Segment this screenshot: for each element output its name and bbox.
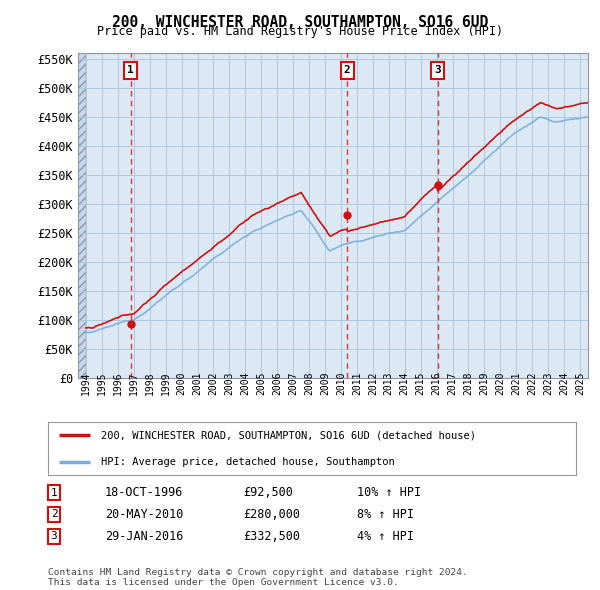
- Text: HPI: Average price, detached house, Southampton: HPI: Average price, detached house, Sout…: [101, 457, 395, 467]
- Text: 2012: 2012: [368, 372, 378, 395]
- Text: 200, WINCHESTER ROAD, SOUTHAMPTON, SO16 6UD (detached house): 200, WINCHESTER ROAD, SOUTHAMPTON, SO16 …: [101, 430, 476, 440]
- Text: 2009: 2009: [320, 372, 330, 395]
- Text: £332,500: £332,500: [243, 530, 300, 543]
- Text: 20-MAY-2010: 20-MAY-2010: [105, 508, 184, 521]
- Text: Contains HM Land Registry data © Crown copyright and database right 2024.
This d: Contains HM Land Registry data © Crown c…: [48, 568, 468, 587]
- Text: 2015: 2015: [416, 372, 425, 395]
- Text: Price paid vs. HM Land Registry's House Price Index (HPI): Price paid vs. HM Land Registry's House …: [97, 25, 503, 38]
- Text: 1997: 1997: [129, 372, 139, 395]
- Text: 2001: 2001: [193, 372, 203, 395]
- Text: 2: 2: [344, 65, 350, 76]
- Text: 10% ↑ HPI: 10% ↑ HPI: [357, 486, 421, 499]
- Text: 1994: 1994: [81, 372, 91, 395]
- Text: 2004: 2004: [241, 372, 250, 395]
- Text: 18-OCT-1996: 18-OCT-1996: [105, 486, 184, 499]
- Text: 2017: 2017: [448, 372, 458, 395]
- Text: 1996: 1996: [113, 372, 123, 395]
- Text: 2000: 2000: [176, 372, 187, 395]
- Text: 2005: 2005: [256, 372, 266, 395]
- Text: 1995: 1995: [97, 372, 107, 395]
- Text: 2003: 2003: [224, 372, 235, 395]
- Text: 1999: 1999: [161, 372, 170, 395]
- Text: 2019: 2019: [479, 372, 490, 395]
- Text: 3: 3: [50, 532, 58, 541]
- Text: 1998: 1998: [145, 372, 155, 395]
- Text: 2007: 2007: [288, 372, 298, 395]
- Text: 29-JAN-2016: 29-JAN-2016: [105, 530, 184, 543]
- Text: 8% ↑ HPI: 8% ↑ HPI: [357, 508, 414, 521]
- Text: 2023: 2023: [543, 372, 553, 395]
- Text: £280,000: £280,000: [243, 508, 300, 521]
- Text: 2008: 2008: [304, 372, 314, 395]
- Text: 2002: 2002: [208, 372, 218, 395]
- Text: 200, WINCHESTER ROAD, SOUTHAMPTON, SO16 6UD: 200, WINCHESTER ROAD, SOUTHAMPTON, SO16 …: [112, 15, 488, 30]
- Text: 2014: 2014: [400, 372, 410, 395]
- Text: 2024: 2024: [559, 372, 569, 395]
- Text: 2016: 2016: [431, 372, 442, 395]
- Text: 2018: 2018: [463, 372, 473, 395]
- Text: 2006: 2006: [272, 372, 282, 395]
- Text: 1: 1: [50, 488, 58, 497]
- Text: 2013: 2013: [384, 372, 394, 395]
- Text: 2025: 2025: [575, 372, 585, 395]
- Text: 2011: 2011: [352, 372, 362, 395]
- Text: 2022: 2022: [527, 372, 537, 395]
- Text: 1: 1: [127, 65, 134, 76]
- Text: 2: 2: [50, 510, 58, 519]
- Text: 2020: 2020: [496, 372, 505, 395]
- Text: £92,500: £92,500: [243, 486, 293, 499]
- Text: 3: 3: [434, 65, 441, 76]
- Text: 4% ↑ HPI: 4% ↑ HPI: [357, 530, 414, 543]
- Bar: [78, 53, 86, 378]
- Text: 2010: 2010: [336, 372, 346, 395]
- Text: 2021: 2021: [511, 372, 521, 395]
